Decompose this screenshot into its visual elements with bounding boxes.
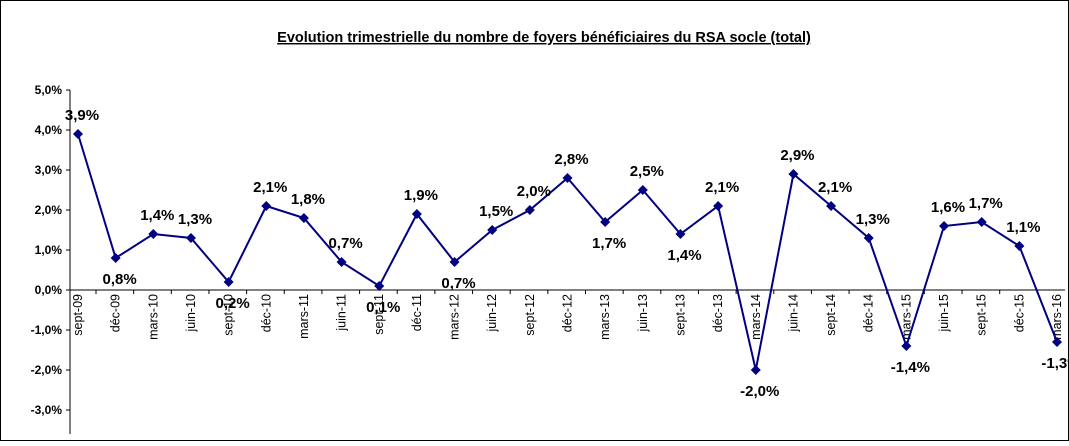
x-tick-label: sept-09 — [71, 294, 85, 336]
data-label: 1,4% — [667, 247, 701, 264]
x-tick-label: juin-13 — [636, 294, 650, 333]
data-label: 1,1% — [1006, 219, 1040, 236]
x-tick-label: juin-15 — [937, 294, 951, 333]
data-point — [411, 209, 422, 219]
y-tick-label: 5,0% — [35, 83, 63, 97]
data-label: 1,6% — [931, 199, 965, 216]
data-label: 0,1% — [366, 299, 400, 316]
data-point — [713, 201, 724, 211]
x-tick-label: déc-10 — [259, 294, 273, 332]
x-tick-label: mars-16 — [1050, 294, 1064, 340]
x-tick-label: déc-11 — [410, 294, 424, 331]
x-tick-label: mars-10 — [146, 294, 160, 340]
data-label: 1,4% — [140, 207, 174, 224]
data-point — [826, 201, 837, 211]
x-tick-label: déc-15 — [1012, 294, 1026, 332]
x-tick-label: déc-12 — [561, 294, 575, 332]
data-label: 2,5% — [630, 163, 664, 180]
data-point — [562, 173, 573, 183]
data-point — [148, 229, 159, 239]
data-point — [336, 257, 347, 267]
data-point — [675, 229, 686, 239]
data-point — [976, 217, 987, 227]
data-point — [600, 217, 611, 227]
y-tick-label: -1,0% — [31, 323, 63, 337]
x-tick-label: juin-11 — [335, 294, 349, 332]
x-tick-label: déc-14 — [862, 294, 876, 332]
data-label: -1,4% — [891, 359, 930, 376]
data-point — [110, 253, 121, 263]
data-point — [374, 281, 385, 291]
x-tick-label: mars-13 — [598, 294, 612, 340]
data-point — [261, 201, 272, 211]
x-tick-label: juin-10 — [184, 294, 198, 333]
data-label: 2,1% — [253, 179, 287, 196]
data-point — [223, 277, 234, 287]
data-label: 0,7% — [328, 235, 362, 252]
data-point — [449, 257, 460, 267]
y-tick-label: -2,0% — [31, 363, 63, 377]
x-tick-label: déc-13 — [711, 294, 725, 332]
data-point — [1052, 337, 1062, 347]
y-tick-label: 2,0% — [35, 203, 63, 217]
x-tick-label: sept-14 — [824, 294, 838, 336]
data-point — [788, 169, 799, 179]
data-point — [487, 225, 498, 235]
data-label: 2,8% — [554, 151, 588, 168]
data-label: 2,0% — [517, 183, 551, 200]
y-tick-label: -3,0% — [31, 403, 63, 417]
x-tick-label: sept-11 — [372, 294, 386, 335]
x-tick-label: sept-10 — [222, 294, 236, 336]
data-label: 2,1% — [818, 179, 852, 196]
data-point — [750, 365, 761, 375]
data-label: 0,8% — [103, 271, 137, 288]
data-point — [863, 233, 874, 243]
x-tick-label: mars-14 — [749, 294, 763, 340]
x-tick-label: sept-15 — [975, 294, 989, 336]
data-label: 2,1% — [705, 179, 739, 196]
x-tick-label: mars-15 — [899, 294, 913, 340]
y-tick-label: 1,0% — [35, 243, 63, 257]
data-point — [1014, 241, 1025, 251]
chart-title: Evolution trimestrielle du nombre de foy… — [277, 30, 811, 46]
data-point — [901, 341, 912, 351]
data-label: -1,3% — [1041, 355, 1069, 372]
data-label: 2,9% — [780, 147, 814, 164]
data-label: 1,8% — [291, 191, 325, 208]
data-label: 1,7% — [592, 235, 626, 252]
data-label: 1,3% — [856, 211, 890, 228]
data-label: -2,0% — [740, 383, 779, 400]
data-label: 1,5% — [479, 203, 513, 220]
data-point — [939, 221, 950, 231]
data-label: 1,3% — [178, 211, 212, 228]
x-tick-label: mars-12 — [448, 294, 462, 340]
y-tick-label: 4,0% — [35, 123, 63, 137]
x-tick-label: déc-09 — [109, 294, 123, 332]
x-tick-label: mars-11 — [297, 294, 311, 339]
x-tick-label: sept-12 — [523, 294, 537, 336]
data-label: 1,9% — [404, 187, 438, 204]
y-tick-label: 3,0% — [35, 163, 63, 177]
data-point — [298, 213, 309, 223]
data-point — [185, 233, 196, 243]
data-point — [73, 129, 83, 139]
x-tick-label: sept-13 — [673, 294, 687, 336]
data-point — [637, 185, 648, 195]
data-label: 1,7% — [969, 195, 1003, 212]
y-tick-label: 0,0% — [35, 283, 63, 297]
data-point — [524, 205, 535, 215]
data-label: 0,7% — [441, 275, 475, 292]
x-tick-label: juin-12 — [485, 294, 499, 333]
data-label: 0,2% — [216, 295, 250, 312]
x-tick-label: juin-14 — [786, 294, 800, 333]
data-label: 3,9% — [65, 107, 99, 124]
